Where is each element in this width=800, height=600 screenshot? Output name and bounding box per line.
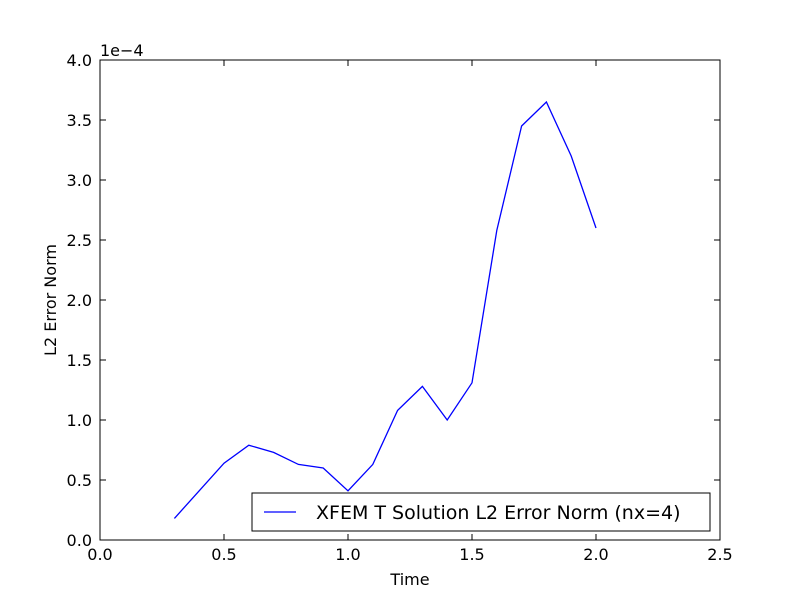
x-tick-label: 0.0 [87, 545, 112, 564]
series-line [173, 100, 597, 519]
y-tick-label: 1.5 [67, 351, 92, 370]
y-tick-label: 4.0 [67, 51, 92, 70]
legend-box [251, 492, 711, 532]
ticks: 0.0 0.5 1.0 1.5 2.0 2.5 0.0 0.5 1.0 1.5 2.0 2.5 3.0 3… [67, 51, 733, 564]
y-tick-label: 2.0 [67, 291, 92, 310]
axes-frame [99, 59, 721, 541]
y-tick-label: 3.0 [67, 171, 92, 190]
legend-label: XFEM T Solution L2 Error Norm (nx=4) [316, 502, 681, 524]
legend: XFEM T Solution L2 Error Norm (nx=4) [251, 492, 711, 532]
x-tick-label: 2.0 [583, 545, 608, 564]
x-tick-label: 1.0 [335, 545, 360, 564]
y-offset-text: 1e−4 [100, 41, 144, 60]
y-tick-label: 1.0 [67, 411, 92, 430]
y-tick-label: 0.0 [67, 531, 92, 550]
series-layer [173, 100, 597, 519]
x-axis-label: Time [389, 570, 429, 589]
y-axis-label: L2 Error Norm [41, 244, 60, 356]
y-tick-label: 2.5 [67, 231, 92, 250]
x-tick-label: 0.5 [211, 545, 236, 564]
x-tick-label: 2.5 [707, 545, 732, 564]
y-tick-label: 0.5 [67, 471, 92, 490]
x-tick-label: 1.5 [459, 545, 484, 564]
y-tick-label: 3.5 [67, 111, 92, 130]
